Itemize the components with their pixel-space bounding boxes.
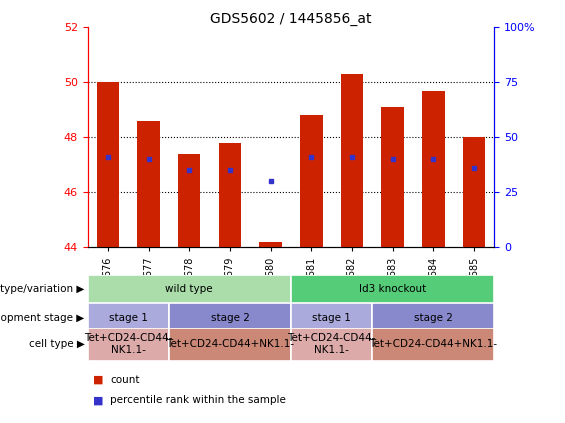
Bar [372, 303, 494, 332]
Text: Id3 knockout: Id3 knockout [359, 284, 427, 294]
Bar [372, 328, 494, 361]
Text: genotype/variation ▶: genotype/variation ▶ [0, 284, 85, 294]
Title: GDS5602 / 1445856_at: GDS5602 / 1445856_at [210, 12, 372, 27]
Bar [137, 121, 160, 247]
Bar [463, 137, 485, 247]
Bar [341, 74, 363, 247]
Bar [381, 107, 404, 247]
Text: Tet+CD24-CD44+NK1.1-: Tet+CD24-CD44+NK1.1- [370, 339, 497, 349]
Text: ■: ■ [93, 375, 104, 385]
Bar [291, 303, 372, 332]
Bar [169, 303, 291, 332]
Bar [88, 303, 169, 332]
Text: stage 2: stage 2 [414, 313, 453, 323]
Text: Tet+CD24-CD44+NK1.1-: Tet+CD24-CD44+NK1.1- [166, 339, 294, 349]
Text: wild type: wild type [166, 284, 213, 294]
Bar [291, 275, 494, 303]
Bar [422, 91, 445, 247]
Text: development stage ▶: development stage ▶ [0, 313, 85, 323]
Bar [219, 143, 241, 247]
Bar [291, 328, 372, 361]
Text: percentile rank within the sample: percentile rank within the sample [110, 395, 286, 405]
Bar [169, 328, 291, 361]
Bar [300, 115, 323, 247]
Text: Tet+CD24-CD44-
NK1.1-: Tet+CD24-CD44- NK1.1- [288, 333, 376, 355]
Text: cell type ▶: cell type ▶ [29, 339, 85, 349]
Text: count: count [110, 375, 140, 385]
Bar [88, 275, 291, 303]
Text: stage 2: stage 2 [211, 313, 249, 323]
Bar [88, 328, 169, 361]
Text: stage 1: stage 1 [312, 313, 351, 323]
Bar [259, 242, 282, 247]
Text: stage 1: stage 1 [109, 313, 147, 323]
Text: ■: ■ [93, 395, 104, 405]
Bar [97, 82, 119, 247]
Text: Tet+CD24-CD44-
NK1.1-: Tet+CD24-CD44- NK1.1- [84, 333, 172, 355]
Bar [178, 154, 201, 247]
